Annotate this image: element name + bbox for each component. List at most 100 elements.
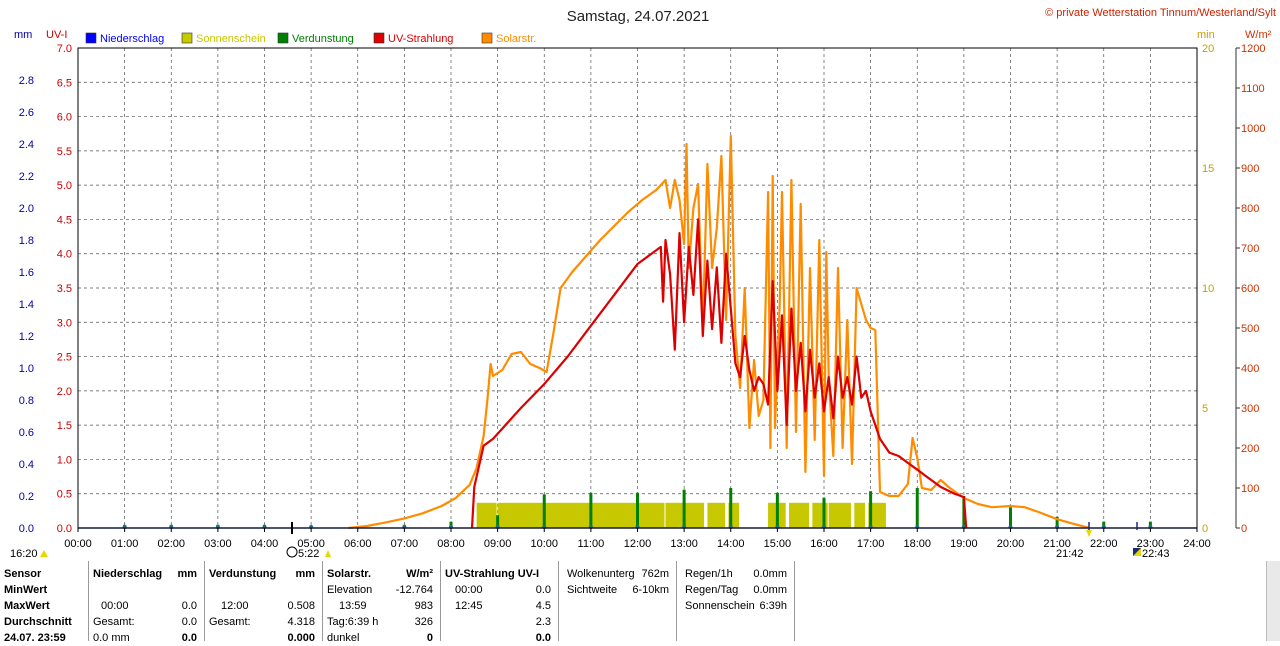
axis-x-tick-2: 02:00 [157,538,185,550]
stat-nieder-cur-val: 0.0 [181,632,197,644]
evap-bar-21 [1148,521,1152,528]
axis-wm2-tick-12: 1200 [1241,43,1265,55]
stat-verd-total-label: Gesamt: [209,616,251,628]
chart-grid [78,48,1197,528]
axis-mm-tick-2: 0.4 [19,459,34,471]
stat-solar-header: Solarstr. [327,568,372,580]
evap-bar-20 [1102,521,1106,528]
axis-mm-tick-5: 1.0 [19,363,34,375]
moon-icon-half [1133,548,1141,556]
sunrise-icon [286,546,298,558]
legend-swatch-3 [373,32,385,44]
axis-x-tick-10: 10:00 [530,538,558,550]
stat-nieder-total-label: Gesamt: [93,616,135,628]
axis-min-tick-3: 15 [1202,163,1214,175]
axis-uv-tick-9: 4.5 [57,214,72,226]
vertical-scrollbar[interactable] [1266,561,1280,641]
axis-wm2-tick-2: 200 [1241,443,1259,455]
stat-sicht-label: Sichtweite [567,584,618,596]
legend-swatch-2 [277,32,289,44]
axis-uv-tick-4: 2.0 [57,386,72,398]
sunshine-block-5 [728,502,740,528]
sunshine-block-9 [828,502,851,528]
stat-verd-unit: mm [295,568,315,580]
stat-uv-r4-val: 0.0 [535,632,551,644]
weather-chart: Samstag, 24.07.2021 © private Wetterstat… [10,7,1276,560]
evap-bar-17 [962,496,966,528]
axis-uv-tick-10: 5.0 [57,180,72,192]
stat-nieder-max-val: 0.0 [181,600,197,612]
stat-solar-r4-val: 0 [426,632,433,644]
axis-x-tick-1: 01:00 [111,538,139,550]
axis-wm2-tick-10: 1000 [1241,123,1265,135]
axis-x-tick-6: 06:00 [344,538,372,550]
axis-uv-tick-1: 0.5 [57,489,72,501]
stat-solar-r2-val: 983 [414,600,433,612]
stat-uv-r1-label: 00:00 [455,584,483,596]
stat-regen1h-val: 0.0mm [753,568,787,580]
axis-x-tick-22: 22:00 [1090,538,1118,550]
axis-x-tick-14: 14:00 [717,538,745,550]
axis-wm2-tick-7: 700 [1241,243,1259,255]
stat-solar-unit: W/m² [406,568,433,580]
axis-mm-tick-6: 1.2 [19,331,34,343]
axis-x-tick-12: 12:00 [624,538,652,550]
axis-x-tick-21: 21:00 [1043,538,1071,550]
legend-label-2: Verdunstung [292,33,354,45]
stat-min-label: MinWert [4,584,48,596]
marker-2142: 21:42 [1056,548,1084,560]
stat-verd-cur-val: 0.000 [287,632,315,644]
sunset-icon [1086,530,1092,537]
axis-x-tick-19: 19:00 [950,538,978,550]
sunshine-block-11 [868,502,886,528]
axis-mm-tick-11: 2.2 [19,171,34,183]
axis-uv-tick-12: 6.0 [57,112,72,124]
evap-bar-16 [915,488,919,528]
stat-sicht-val: 6-10km [632,584,669,596]
axis-unit-wm2: W/m² [1245,29,1272,41]
solar-radiation-line [348,134,1091,530]
axis-wm2-tick-8: 800 [1241,203,1259,215]
chart-legend: Niederschlag Sonnenschein Verdunstung UV-St… [85,32,536,45]
axis-x-tick-3: 03:00 [204,538,232,550]
uv-radiation-line [470,218,968,529]
axis-x-tick-7: 07:00 [391,538,419,550]
axis-mm-tick-13: 2.6 [19,107,34,119]
axis-wm2-tick-11: 1100 [1241,83,1265,95]
axis-min-tick-1: 5 [1202,403,1208,415]
stats-col-empty [794,561,1265,641]
axis-mm-tick-4: 0.8 [19,395,34,407]
axis-unit-mm: mm [14,29,32,41]
sun-icon-left [40,550,48,557]
axis-uv-tick-0: 0.0 [57,523,72,535]
stats-col-niederschlag: Niederschlag mm 00:00 0.0 Gesamt: 0.0 0.0 m… [88,561,205,644]
stats-col-uv: UV-Strahlung UV-I 00:00 0.0 12:45 4.5 2.3 … [440,561,559,644]
axis-uv-tick-13: 6.5 [57,77,72,89]
stat-solar-r1-val: -12.764 [395,584,433,596]
axis-wm2-tick-1: 100 [1241,483,1259,495]
stat-nieder-unit: mm [177,568,197,580]
axis-mm-tick-10: 2.0 [19,203,34,215]
axis-mm-tick-1: 0.2 [19,491,34,503]
legend-label-3: UV-Strahlung [388,33,453,45]
stat-sonne-val: 6:39h [759,600,787,612]
axis-mm-tick-0: 0.0 [19,523,34,535]
legend-swatch-0 [85,32,97,44]
legend-label-0: Niederschlag [100,33,164,45]
axis-uv-tick-6: 3.0 [57,317,72,329]
legend-swatch-1 [181,32,193,44]
stat-nieder-max-time: 00:00 [101,600,129,612]
stat-uv-r1-val: 0.0 [535,584,551,596]
legend-label-4: Solarstr. [496,33,536,45]
stat-nieder-cur: 0.0 mm [93,632,130,644]
axis-mm-tick-3: 0.6 [19,427,34,439]
evap-bar-13 [775,492,779,528]
stat-wolken-label: Wolkenunterg [567,568,635,580]
stat-date-label: 24.07. 23:59 [4,632,66,644]
stat-sensor-header: Sensor [4,568,42,580]
axis-uv-tick-11: 5.5 [57,146,72,158]
axis-uv-tick-8: 4.0 [57,249,72,261]
sunshine-block-0 [476,502,497,528]
evap-bar-11 [682,489,686,528]
sun-icon-sunrise [325,550,331,557]
